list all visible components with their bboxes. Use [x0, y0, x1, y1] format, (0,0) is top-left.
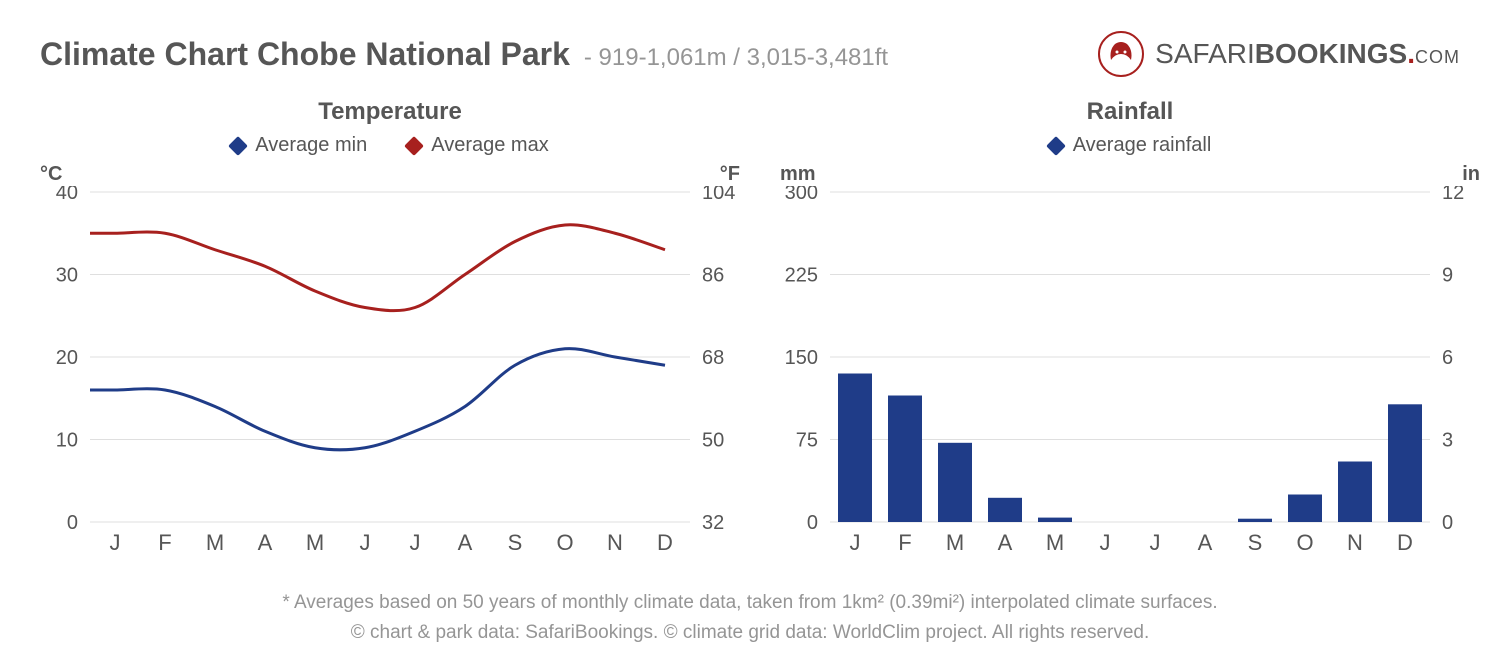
legend-max-label: Average max — [431, 134, 548, 157]
svg-text:M: M — [946, 530, 964, 555]
svg-text:75: 75 — [796, 430, 818, 452]
page-subtitle: - 919-1,061m / 3,015-3,481ft — [584, 44, 888, 72]
rainfall-svg: 0 0 75 3 150 6 225 9 300 12 J F M A M J J A S O N D — [780, 186, 1480, 558]
svg-text:N: N — [1347, 530, 1363, 555]
footnote-line-2: © chart & park data: SafariBookings. © c… — [40, 618, 1460, 648]
svg-text:N: N — [607, 530, 623, 555]
svg-text:30: 30 — [56, 265, 78, 287]
svg-text:O: O — [1296, 530, 1313, 555]
title-group: Climate Chart Chobe National Park - 919-… — [40, 36, 888, 73]
legend-min-label: Average min — [255, 134, 367, 157]
svg-text:D: D — [657, 530, 673, 555]
svg-text:40: 40 — [56, 186, 78, 204]
rain-right-unit: in — [1430, 163, 1480, 186]
diamond-icon — [404, 136, 424, 156]
svg-text:150: 150 — [785, 347, 818, 369]
legend-max: Average max — [407, 134, 548, 157]
svg-text:0: 0 — [807, 512, 818, 534]
footnote: * Averages based on 50 years of monthly … — [40, 588, 1460, 649]
svg-text:O: O — [556, 530, 573, 555]
header: Climate Chart Chobe National Park - 919-… — [40, 30, 1460, 78]
logo-text: SAFARIBOOKINGS.COM — [1155, 38, 1460, 70]
temperature-legend: Average min Average max — [40, 134, 740, 157]
svg-text:F: F — [898, 530, 911, 555]
svg-text:9: 9 — [1442, 265, 1453, 287]
logo-word-safari: SAFARI — [1155, 38, 1255, 69]
legend-rainfall-label: Average rainfall — [1073, 134, 1212, 157]
svg-text:F: F — [158, 530, 171, 555]
svg-text:50: 50 — [702, 430, 724, 452]
temperature-title: Temperature — [40, 98, 740, 126]
svg-text:6: 6 — [1442, 347, 1453, 369]
svg-text:300: 300 — [785, 186, 818, 204]
svg-text:A: A — [258, 530, 273, 555]
page-title: Climate Chart Chobe National Park — [40, 36, 570, 73]
svg-text:J: J — [410, 530, 421, 555]
legend-rainfall: Average rainfall — [1049, 134, 1212, 157]
rainfall-plot: 0 0 75 3 150 6 225 9 300 12 J F M A M J J A S O N D — [780, 186, 1480, 558]
svg-text:M: M — [306, 530, 324, 555]
svg-text:M: M — [206, 530, 224, 555]
footnote-line-1: * Averages based on 50 years of monthly … — [40, 588, 1460, 618]
svg-text:104: 104 — [702, 186, 735, 204]
svg-text:86: 86 — [702, 265, 724, 287]
svg-text:A: A — [1198, 530, 1213, 555]
svg-text:A: A — [998, 530, 1013, 555]
svg-text:D: D — [1397, 530, 1413, 555]
rainfall-title: Rainfall — [780, 98, 1480, 126]
temperature-units-row: °C °F — [40, 163, 740, 186]
temperature-svg: 0 32 10 50 20 68 30 86 40 104 J F M A M J J A S O N D — [40, 186, 740, 558]
rainfall-panel: Rainfall Average rainfall mm in 0 0 75 3 150… — [780, 98, 1480, 558]
svg-text:J: J — [850, 530, 861, 555]
temp-right-unit: °F — [690, 163, 740, 186]
svg-text:68: 68 — [702, 347, 724, 369]
svg-text:32: 32 — [702, 512, 724, 534]
charts-row: Temperature Average min Average max °C °… — [40, 98, 1460, 558]
rainfall-units-row: mm in — [780, 163, 1480, 186]
brand-logo: SAFARIBOOKINGS.COM — [1097, 30, 1460, 78]
svg-text:S: S — [508, 530, 523, 555]
svg-text:M: M — [1046, 530, 1064, 555]
temp-left-unit: °C — [40, 163, 90, 186]
logo-dot: . — [1407, 38, 1415, 69]
logo-com: COM — [1415, 47, 1460, 67]
svg-text:0: 0 — [67, 512, 78, 534]
svg-text:3: 3 — [1442, 430, 1453, 452]
svg-text:10: 10 — [56, 430, 78, 452]
svg-text:0: 0 — [1442, 512, 1453, 534]
svg-text:J: J — [1100, 530, 1111, 555]
svg-text:20: 20 — [56, 347, 78, 369]
svg-text:S: S — [1248, 530, 1263, 555]
diamond-icon — [228, 136, 248, 156]
svg-text:A: A — [458, 530, 473, 555]
diamond-icon — [1046, 136, 1066, 156]
rain-left-unit: mm — [780, 163, 830, 186]
svg-text:225: 225 — [785, 265, 818, 287]
rainfall-legend: Average rainfall — [780, 134, 1480, 157]
svg-text:J: J — [110, 530, 121, 555]
lion-icon — [1097, 30, 1145, 78]
svg-text:12: 12 — [1442, 186, 1464, 204]
legend-min: Average min — [231, 134, 367, 157]
temperature-panel: Temperature Average min Average max °C °… — [40, 98, 740, 558]
svg-text:J: J — [360, 530, 371, 555]
logo-word-bookings: BOOKINGS — [1255, 38, 1407, 69]
temperature-plot: 0 32 10 50 20 68 30 86 40 104 J F M A M J J A S O N D — [40, 186, 740, 558]
svg-text:J: J — [1150, 530, 1161, 555]
